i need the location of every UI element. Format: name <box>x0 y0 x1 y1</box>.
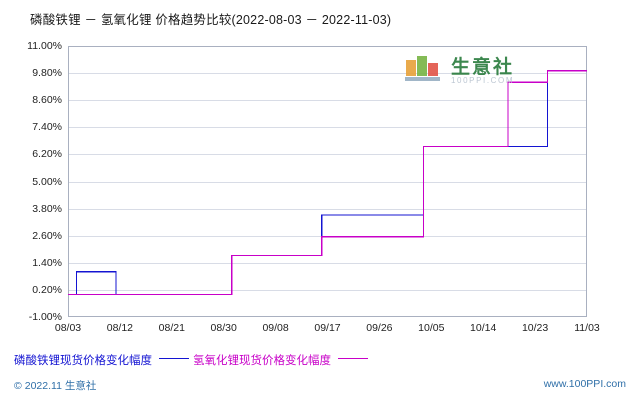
y-tick-label: 6.20% <box>32 148 62 161</box>
y-tick-label: 5.00% <box>32 175 62 188</box>
chart-title: 磷酸铁锂 － 氢氧化锂 价格趋势比较(2022-08-03 － 2022-11-… <box>30 13 392 27</box>
x-tick-label: 10/14 <box>470 322 497 334</box>
legend-swatch-lioh <box>338 358 368 360</box>
y-tick-label: 1.40% <box>32 256 62 269</box>
grid-line <box>69 73 586 75</box>
series-line-lifepo4 <box>68 70 587 296</box>
legend-label-lioh: 氢氧化锂现货价格变化幅度 <box>193 355 331 367</box>
grid-line <box>69 289 586 291</box>
x-tick-label: 09/08 <box>262 322 289 334</box>
y-tick-label: 0.20% <box>32 283 62 296</box>
grid-line <box>69 208 586 210</box>
legend-swatch-lifepo4 <box>159 358 189 360</box>
y-tick-label: 2.60% <box>32 229 62 242</box>
copyright-icon: © <box>14 380 22 392</box>
x-tick-label: 10/05 <box>418 322 445 334</box>
y-tick-label: 9.80% <box>32 67 62 80</box>
watermark-subtext: 100PPI.COM <box>451 76 515 85</box>
x-tick-label: 08/30 <box>210 322 237 334</box>
x-tick-label: 10/23 <box>521 322 549 334</box>
watermark-logo-icon <box>405 56 440 81</box>
legend-item-lifepo4: 磷酸铁锂现货价格变化幅度 <box>14 352 189 368</box>
y-tick-label: -1.00% <box>28 311 62 323</box>
watermark: 生意社 100PPI.COM <box>405 52 565 94</box>
watermark-text: 生意社 <box>451 57 515 78</box>
series-line-lioh <box>68 70 587 296</box>
x-tick-label: 08/21 <box>158 322 185 334</box>
grid-line <box>69 154 586 156</box>
legend-item-lioh: 氢氧化锂现货价格变化幅度 <box>193 352 368 368</box>
x-tick-label: 09/26 <box>366 322 393 334</box>
footer-left: © 2022.11 生意社 <box>14 378 96 393</box>
plot-area <box>68 46 587 317</box>
x-tick-label: 11/03 <box>574 322 600 334</box>
grid-line <box>69 181 586 183</box>
grid-line <box>69 100 586 102</box>
x-tick-label: 08/03 <box>54 322 82 334</box>
footer-site-link[interactable]: www.100PPI.com <box>543 378 626 390</box>
footer-left-text: 2022.11 生意社 <box>24 380 97 392</box>
grid-line <box>69 262 586 264</box>
x-tick-label: 08/12 <box>106 322 134 334</box>
legend-label-lifepo4: 磷酸铁锂现货价格变化幅度 <box>14 355 152 367</box>
grid-line <box>69 127 586 129</box>
y-tick-label: 3.80% <box>32 202 62 215</box>
y-tick-label: 7.40% <box>32 121 62 134</box>
y-tick-label: 8.60% <box>32 94 62 107</box>
y-tick-label: 11.00% <box>27 40 62 52</box>
x-tick-label: 09/17 <box>314 322 341 334</box>
